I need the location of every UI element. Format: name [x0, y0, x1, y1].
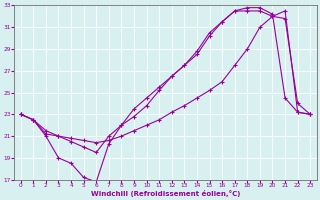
- X-axis label: Windchill (Refroidissement éolien,°C): Windchill (Refroidissement éolien,°C): [91, 190, 240, 197]
